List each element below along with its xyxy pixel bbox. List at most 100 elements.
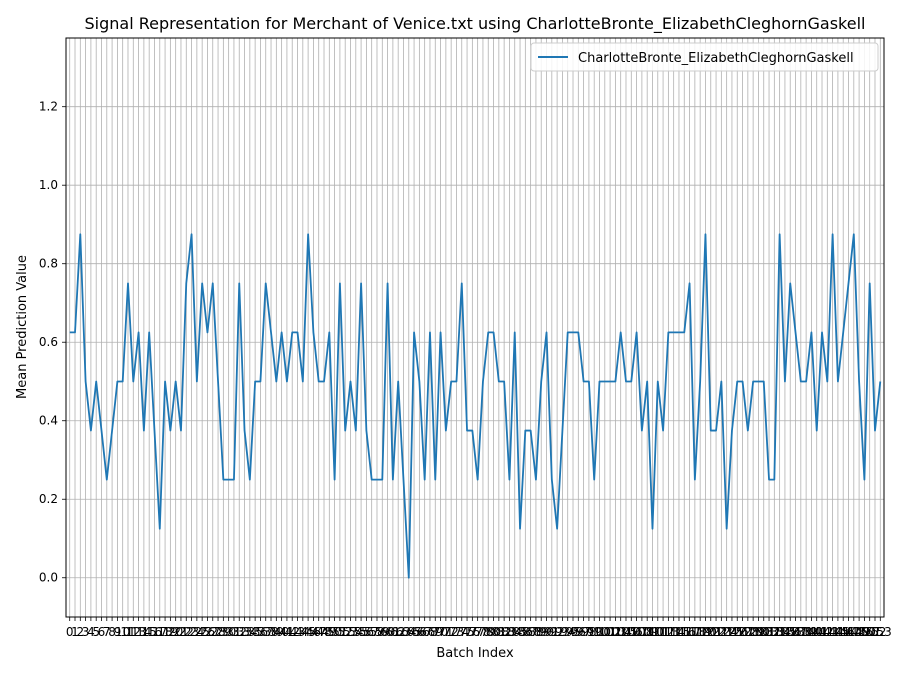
x-tick-label: 65 xyxy=(406,625,421,639)
x-tick-label: 38 xyxy=(263,625,278,639)
x-tick-label: 126 xyxy=(726,625,749,639)
x-tick-label: 149 xyxy=(848,625,871,639)
x-tick-label: 34 xyxy=(242,625,257,639)
x-tick-label: 18 xyxy=(157,625,172,639)
x-tick-label: 68 xyxy=(422,625,437,639)
x-tick-label: 118 xyxy=(683,625,706,639)
x-tick-label: 50 xyxy=(327,625,342,639)
x-tick-label: 41 xyxy=(279,625,294,639)
x-tick-label: 85 xyxy=(512,625,527,639)
y-tick-label: 0.0 xyxy=(39,571,58,585)
chart-title: Signal Representation for Merchant of Ve… xyxy=(85,14,866,34)
x-tick-label: 93 xyxy=(555,625,570,639)
x-tick-label: 111 xyxy=(646,625,669,639)
x-tick-label: 129 xyxy=(742,625,765,639)
x-tick-label: 13 xyxy=(131,625,146,639)
x-tick-label: 25 xyxy=(195,625,210,639)
x-tick-label: 153 xyxy=(869,625,892,639)
x-tick-label: 88 xyxy=(528,625,543,639)
series-line xyxy=(69,233,882,579)
x-tick-label: 151 xyxy=(858,625,881,639)
x-tick-label: 62 xyxy=(391,625,406,639)
x-tick-label: 30 xyxy=(221,625,236,639)
x-tick-label: 64 xyxy=(401,625,416,639)
x-axis-ticks: 0123456789101112131415161718192021222324… xyxy=(66,617,892,639)
x-tick-label: 45 xyxy=(300,625,315,639)
x-tick-label: 127 xyxy=(731,625,754,639)
x-tick-label: 135 xyxy=(773,625,796,639)
x-tick-label: 106 xyxy=(620,625,643,639)
x-tick-label: 19 xyxy=(163,625,178,639)
x-tick-label: 83 xyxy=(502,625,517,639)
x-tick-label: 22 xyxy=(179,625,194,639)
series-layer xyxy=(69,233,882,579)
legend-label: CharlotteBronte_ElizabethCleghornGaskell xyxy=(578,51,854,66)
x-tick-label: 53 xyxy=(343,625,358,639)
x-tick-label: 54 xyxy=(348,625,363,639)
legend-box xyxy=(530,42,879,72)
legend: CharlotteBronte_ElizabethCleghornGaskell xyxy=(530,42,879,72)
x-tick-label: 0 xyxy=(66,625,74,639)
x-tick-label: 133 xyxy=(763,625,786,639)
x-tick-label: 76 xyxy=(465,625,480,639)
x-tick-label: 117 xyxy=(678,625,701,639)
y-tick-label: 0.2 xyxy=(39,492,58,506)
x-tick-label: 134 xyxy=(768,625,791,639)
x-tick-label: 152 xyxy=(864,625,887,639)
x-tick-label: 77 xyxy=(470,625,485,639)
x-tick-label: 32 xyxy=(232,625,247,639)
x-tick-label: 46 xyxy=(306,625,321,639)
x-tick-label: 86 xyxy=(518,625,533,639)
x-tick-label: 119 xyxy=(689,625,712,639)
x-tick-label: 57 xyxy=(364,625,379,639)
x-tick-label: 120 xyxy=(694,625,717,639)
x-tick-label: 39 xyxy=(269,625,284,639)
y-tick-label: 0.6 xyxy=(39,335,58,349)
x-tick-label: 10 xyxy=(115,625,130,639)
x-tick-label: 7 xyxy=(103,625,111,639)
y-tick-label: 1.0 xyxy=(39,178,58,192)
y-tick-label: 0.4 xyxy=(39,414,58,428)
x-tick-label: 4 xyxy=(87,625,95,639)
x-tick-label: 128 xyxy=(736,625,759,639)
x-tick-label: 110 xyxy=(641,625,664,639)
x-tick-label: 66 xyxy=(412,625,427,639)
x-tick-label: 75 xyxy=(459,625,474,639)
x-tick-label: 20 xyxy=(168,625,183,639)
x-tick-label: 147 xyxy=(837,625,860,639)
x-tick-label: 131 xyxy=(752,625,775,639)
x-tick-label: 43 xyxy=(290,625,305,639)
x-tick-label: 139 xyxy=(795,625,818,639)
x-tick-label: 115 xyxy=(668,625,691,639)
x-tick-label: 55 xyxy=(353,625,368,639)
x-tick-label: 58 xyxy=(369,625,384,639)
x-tick-label: 61 xyxy=(385,625,400,639)
x-tick-label: 8 xyxy=(108,625,116,639)
x-tick-label: 80 xyxy=(486,625,501,639)
x-tick-label: 121 xyxy=(699,625,722,639)
x-tick-label: 146 xyxy=(832,625,855,639)
x-tick-label: 150 xyxy=(853,625,876,639)
x-tick-label: 36 xyxy=(253,625,268,639)
x-tick-label: 52 xyxy=(338,625,353,639)
x-axis-label: Batch Index xyxy=(436,646,514,661)
x-tick-label: 84 xyxy=(507,625,522,639)
x-tick-label: 82 xyxy=(496,625,511,639)
x-tick-label: 59 xyxy=(375,625,390,639)
x-tick-label: 99 xyxy=(587,625,602,639)
x-tick-label: 14 xyxy=(136,625,151,639)
x-tick-label: 87 xyxy=(523,625,538,639)
x-tick-label: 1 xyxy=(71,625,79,639)
x-tick-label: 44 xyxy=(295,625,310,639)
x-tick-label: 136 xyxy=(779,625,802,639)
grid-layer xyxy=(66,38,884,617)
x-tick-label: 125 xyxy=(720,625,743,639)
y-axis-ticks: 0.0 0.2 0.4 0.6 0.8 1.0 1.2 xyxy=(39,100,66,585)
x-tick-label: 104 xyxy=(609,625,632,639)
x-tick-label: 67 xyxy=(417,625,432,639)
x-tick-label: 73 xyxy=(449,625,464,639)
x-tick-label: 90 xyxy=(539,625,554,639)
x-tick-label: 12 xyxy=(126,625,141,639)
x-tick-label: 27 xyxy=(205,625,220,639)
